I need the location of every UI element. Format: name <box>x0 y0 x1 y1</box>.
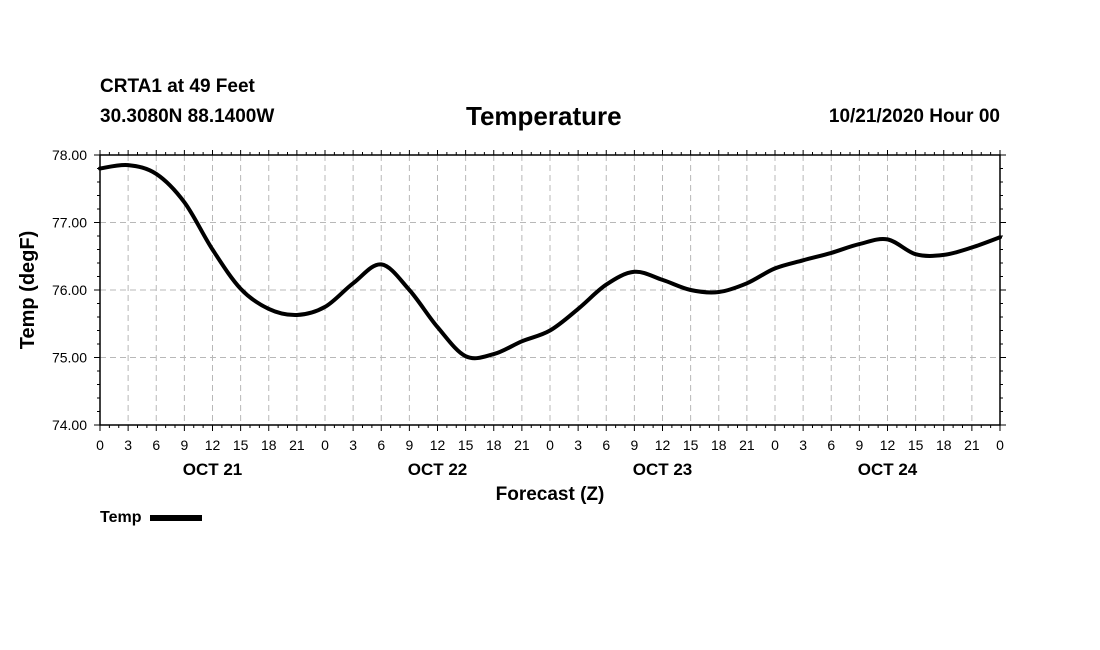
label-layer: 0 3 6 9 12 15 18 21 0 3 6 9 12 15 18 21 0 3 6 9 12 15 18 21 0 3 6 9… <box>52 147 1004 479</box>
y-tick-label: 75.00 <box>52 350 87 366</box>
x-tick-label: 18 <box>261 437 277 453</box>
y-tick-label: 76.00 <box>52 282 87 298</box>
x-tick-label: 3 <box>349 437 357 453</box>
x-tick-label: 3 <box>124 437 132 453</box>
x-tick-label: 21 <box>739 437 755 453</box>
x-tick-label: 6 <box>602 437 610 453</box>
temp-series-line <box>98 162 1002 361</box>
legend: Temp <box>100 509 203 527</box>
day-label: OCT 22 <box>408 460 468 479</box>
x-tick-label: 9 <box>630 437 638 453</box>
x-tick-label: 6 <box>152 437 160 453</box>
x-tick-label: 21 <box>514 437 530 453</box>
x-tick-label: 3 <box>574 437 582 453</box>
day-label: OCT 23 <box>633 460 693 479</box>
x-tick-label: 0 <box>546 437 554 453</box>
forecast-datetime: 10/21/2020 Hour 00 <box>828 106 1000 127</box>
y-axis-label: Temp (degF) <box>17 231 39 350</box>
x-tick-label: 9 <box>180 437 188 453</box>
station-coordinates: 30.3080N 88.1400W <box>100 106 275 127</box>
x-tick-label: 12 <box>880 437 896 453</box>
x-tick-label: 0 <box>996 437 1004 453</box>
y-tick-label: 77.00 <box>52 215 87 231</box>
y-tick-label: 78.00 <box>52 147 87 163</box>
x-tick-label: 18 <box>486 437 502 453</box>
station-name: CRTA1 at 49 Feet <box>100 76 255 97</box>
x-tick-label: 12 <box>655 437 671 453</box>
x-tick-label: 18 <box>936 437 952 453</box>
x-tick-label: 21 <box>289 437 305 453</box>
x-tick-label: 0 <box>321 437 329 453</box>
legend-swatch <box>150 515 203 521</box>
day-label: OCT 24 <box>858 460 918 479</box>
plot-frame <box>99 154 1001 426</box>
x-tick-label: 15 <box>458 437 474 453</box>
x-tick-label: 6 <box>827 437 835 453</box>
x-tick-label: 12 <box>430 437 446 453</box>
x-tick-label: 15 <box>908 437 924 453</box>
x-tick-label: 21 <box>964 437 980 453</box>
legend-label: Temp <box>100 509 142 526</box>
y-tick-label: 74.00 <box>52 417 87 433</box>
x-tick-label: 15 <box>233 437 249 453</box>
x-tick-label: 3 <box>799 437 807 453</box>
day-label: OCT 21 <box>183 460 243 479</box>
x-tick-label: 6 <box>377 437 385 453</box>
grid-layer <box>100 155 1000 425</box>
x-tick-label: 12 <box>205 437 221 453</box>
x-axis-label: Forecast (Z) <box>496 484 605 505</box>
x-tick-label: 15 <box>683 437 699 453</box>
chart-title: Temperature <box>466 101 622 131</box>
x-tick-label: 18 <box>711 437 727 453</box>
x-tick-label: 9 <box>405 437 413 453</box>
x-tick-label: 0 <box>771 437 779 453</box>
x-tick-label: 9 <box>855 437 863 453</box>
x-tick-label: 0 <box>96 437 104 453</box>
